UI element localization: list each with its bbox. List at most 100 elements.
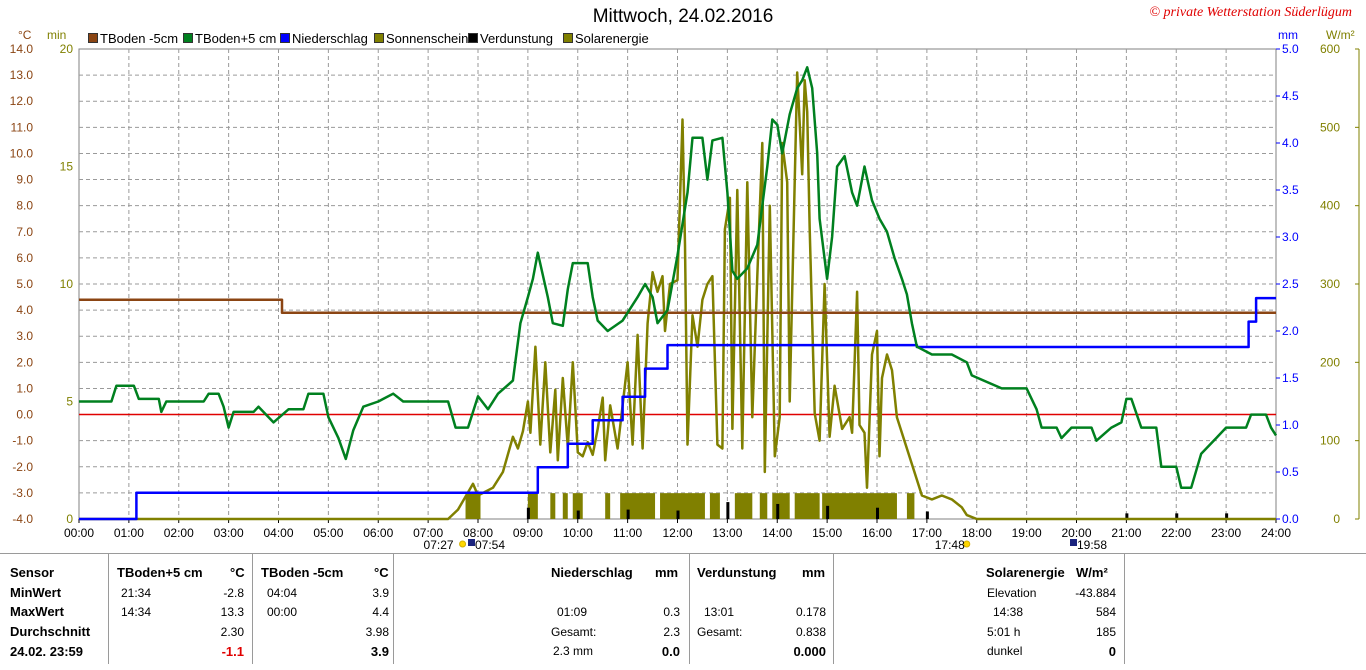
sunshine-bar [772,493,790,519]
tboden-minus5-unit: °C [374,565,389,580]
legend-swatch [468,33,478,43]
evaporation-bar [626,509,630,519]
table-divider [252,554,253,664]
y-tick-label-wm2: 200 [1320,355,1340,369]
x-tick-label: 03:00 [214,526,244,540]
verdunstung-current: 0.000 [793,644,826,659]
y-tick-label-wm2: 600 [1320,42,1340,56]
tboden-plus5-min-time: 21:34 [121,586,152,600]
copyright-label: © private Wetterstation Süderlügum [1149,5,1352,20]
solarenergie-current: 0 [1108,644,1116,659]
event-marker-icon [1070,539,1078,546]
unit-celsius: °C [18,28,32,42]
sunshine-bar [620,493,656,519]
x-tick-label: 22:00 [1161,526,1191,540]
y-tick-label-celsius: 11.0 [11,120,34,134]
y-tick-label-mm: 4.0 [1282,136,1299,150]
tboden-plus5-min: -2.8 [223,586,244,600]
evaporation-bar [576,510,580,519]
unit-wm2: W/m² [1326,28,1355,42]
evaporation-bar [876,507,879,519]
niederschlag-current: 0.0 [661,644,680,659]
sunshine-bar [822,493,897,519]
y-tick-label-celsius: -1.0 [12,434,33,448]
y-tick-label-mm: 2.0 [1282,324,1299,338]
row-label-avg: Durchschnitt [10,624,91,639]
verdunstung-unit: mm [802,565,826,580]
verdunstung-max: 0.178 [795,605,826,619]
y-tick-label-celsius: 1.0 [16,381,33,395]
legend-label: TBoden -5cm [100,31,179,46]
niederschlag-total-label: Gesamt: [551,625,597,639]
y-tick-label-celsius: -4.0 [12,512,33,526]
evaporation-bar [526,507,530,519]
legend-swatch [280,33,290,43]
y-tick-label-celsius: 7.0 [16,225,33,239]
solarenergie-label-elevation: Elevation [987,586,1037,600]
evaporation-bar [826,505,830,519]
event-time-label: 07:27 [424,538,454,552]
y-tick-label-celsius: 0.0 [16,408,33,422]
solarenergie-unit: W/m² [1076,565,1108,580]
y-tick-label-celsius: 12.0 [10,94,34,108]
tboden-plus5-header: TBoden+5 cm [117,565,203,580]
x-tick-label: 21:00 [1111,526,1141,540]
y-tick-label-mm: 3.0 [1282,230,1299,244]
niederschlag-unit: mm [655,565,679,580]
evaporation-bar [1225,513,1229,519]
y-tick-label-wm2: 100 [1320,434,1340,448]
y-tick-label-mm: 2.5 [1282,277,1299,291]
tboden-plus5-max-time: 14:34 [121,605,152,619]
unit-mm: mm [1278,28,1298,42]
legend-label: Verdunstung [480,31,554,46]
solarenergie-avg: 185 [1095,625,1116,639]
y-tick-label-celsius: 13.0 [10,68,34,82]
x-tick-label: 18:00 [962,526,992,540]
x-tick-label: 11:00 [613,526,642,540]
y-tick-label-celsius: 14.0 [10,42,34,56]
unit-minutes: min [47,28,67,42]
x-tick-label: 20:00 [1061,526,1091,540]
y-tick-label-minutes: 10 [60,277,74,291]
x-tick-label: 10:00 [563,526,593,540]
tboden-minus5-max-time: 00:00 [267,605,298,619]
stats-table [0,553,1366,670]
table-top-border [0,553,1366,554]
solarenergie-label-duration: 5:01 h [987,625,1021,639]
y-tick-label-celsius: -2.0 [12,460,33,474]
x-tick-label: 09:00 [513,526,543,540]
legend-swatch [563,33,573,43]
y-tick-label-mm: 4.5 [1282,89,1299,103]
x-tick-label: 19:00 [1012,526,1042,540]
y-tick-label-wm2: 0 [1333,512,1340,526]
sunshine-bar [906,493,915,519]
legend-swatch [374,33,384,43]
x-tick-label: 12:00 [662,526,692,540]
weather-chart: 00:00 01:00 02:00 03:00 04:00 05:00 06:00 07:00… [10,42,1360,552]
sunshine-bar [527,493,538,519]
y-tick-label-celsius: 5.0 [16,277,33,291]
y-tick-label-wm2: 500 [1320,120,1340,134]
x-tick-label: 23:00 [1211,526,1241,540]
y-tick-label-celsius: 2.0 [16,355,33,369]
evaporation-bar [1175,513,1179,519]
solar-energy-line [79,71,1276,521]
x-tick-label: 24:00 [1261,526,1291,540]
sun-marker-icon [963,540,971,548]
tboden-minus5-current: 3.9 [370,644,389,659]
y-tick-label-minutes: 5 [66,395,73,409]
sunshine-bar [550,493,556,519]
sun-marker-icon [459,540,467,548]
x-tick-label: 00:00 [64,526,94,540]
verdunstung-header: Verdunstung [697,565,777,580]
x-tick-label: 05:00 [313,526,343,540]
x-tick-label: 13:00 [712,526,742,540]
event-time-label: 19:58 [1077,538,1107,552]
x-tick-label: 01:00 [114,526,144,540]
sunshine-bar [572,493,583,519]
solarenergie-header: Solarenergie [986,565,1065,580]
legend-label: Niederschlag [292,31,368,46]
y-tick-label-minutes: 20 [60,42,74,56]
y-tick-label-wm2: 400 [1320,199,1340,213]
row-label-current: 24.02. 23:59 [10,644,84,659]
